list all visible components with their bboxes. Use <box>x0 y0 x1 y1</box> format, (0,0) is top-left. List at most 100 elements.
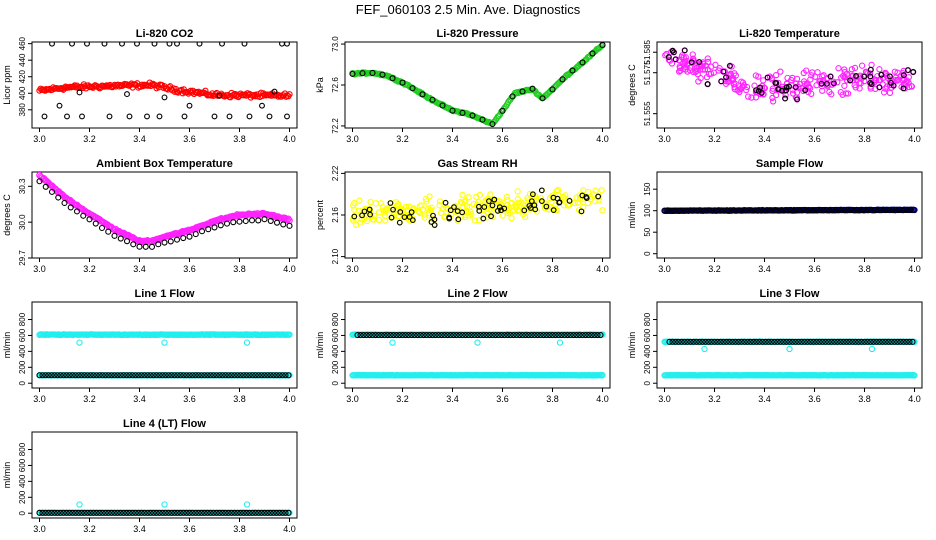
x-tick-label: 4.0 <box>908 394 921 404</box>
data-point <box>857 80 864 87</box>
data-point <box>772 91 780 99</box>
data-point <box>910 69 917 75</box>
data-point <box>226 113 233 120</box>
data-point <box>718 78 725 85</box>
data-point <box>795 338 802 345</box>
data-point <box>180 235 187 242</box>
data-point <box>716 65 723 72</box>
data-point <box>852 84 859 91</box>
data-point <box>66 509 73 516</box>
data-point <box>675 338 682 345</box>
data-point <box>790 207 797 214</box>
data-point <box>447 331 454 339</box>
plot-area <box>349 331 606 379</box>
data-point <box>219 509 226 516</box>
data-point <box>771 338 778 345</box>
data-point <box>717 338 724 345</box>
data-point <box>360 331 367 339</box>
data-point <box>718 207 725 214</box>
series-reference <box>349 42 606 128</box>
data-point <box>375 209 383 216</box>
data-point <box>861 73 868 80</box>
data-point <box>907 206 914 213</box>
y-tick-label: 200 <box>18 360 27 374</box>
data-point <box>162 509 169 516</box>
data-point <box>285 215 292 223</box>
data-point <box>204 509 211 516</box>
data-point <box>213 509 220 516</box>
data-point <box>442 199 449 206</box>
data-point <box>282 215 290 223</box>
data-point <box>242 217 249 225</box>
data-point <box>394 202 401 210</box>
data-point <box>706 207 713 214</box>
data-point <box>753 87 759 94</box>
data-point <box>540 331 547 339</box>
data-point <box>514 188 521 195</box>
data-point <box>186 102 193 109</box>
data-point <box>51 509 58 516</box>
data-point <box>92 220 99 227</box>
data-point <box>45 509 52 516</box>
data-point <box>451 204 457 210</box>
data-point <box>781 207 788 214</box>
data-point <box>504 201 511 209</box>
plot-area <box>36 42 293 120</box>
data-point <box>510 331 517 339</box>
data-point <box>801 338 808 345</box>
data-point <box>800 69 807 77</box>
data-point <box>835 207 842 214</box>
data-point <box>885 338 892 345</box>
data-point <box>243 509 250 516</box>
data-point <box>106 113 113 120</box>
data-point <box>558 331 565 339</box>
data-point <box>834 79 841 86</box>
data-point <box>390 206 396 213</box>
data-point <box>483 331 490 339</box>
y-tick-label: 600 <box>18 328 27 342</box>
data-point <box>736 207 743 214</box>
data-point <box>375 216 383 224</box>
data-point <box>49 42 55 47</box>
data-point <box>522 331 529 339</box>
data-point <box>174 42 180 47</box>
data-point <box>223 220 231 227</box>
data-point <box>75 509 82 516</box>
data-point <box>428 204 435 211</box>
data-point <box>742 207 749 214</box>
data-point <box>599 207 606 214</box>
data-point <box>841 68 848 76</box>
data-point <box>792 338 799 345</box>
y-tick-label: 800 <box>643 312 652 326</box>
data-point <box>205 226 212 233</box>
data-point <box>579 331 586 339</box>
data-point <box>818 80 825 87</box>
data-point <box>246 509 253 516</box>
y-tick-label: 200 <box>18 490 27 504</box>
data-point <box>471 217 479 224</box>
data-point <box>817 207 824 214</box>
chart-sample: Sample Flow ml/min 3.0 3.2 3.4 3.6 3.8 4.0 0 50 10… <box>627 158 923 274</box>
x-tick-label: 3.2 <box>83 264 96 274</box>
data-point <box>474 331 481 339</box>
data-point <box>243 372 250 379</box>
data-point <box>84 509 91 516</box>
data-point <box>126 113 133 120</box>
data-point <box>507 331 514 339</box>
data-point <box>138 81 145 88</box>
data-point <box>436 202 443 209</box>
x-tick-label: 3.6 <box>496 394 509 404</box>
data-point <box>775 207 782 214</box>
data-point <box>590 191 597 198</box>
data-point <box>704 81 711 87</box>
y-axis-label: ml/min <box>627 202 637 229</box>
data-point <box>858 338 865 345</box>
data-point <box>794 96 800 103</box>
data-point <box>388 214 395 221</box>
data-point <box>519 88 526 95</box>
page-title: FEF_060103 2.5 Min. Ave. Diagnostics <box>355 2 581 17</box>
data-point <box>181 113 188 120</box>
x-tick-label: 3.8 <box>858 264 871 274</box>
data-point <box>744 338 751 345</box>
x-tick-label: 4.0 <box>596 134 609 144</box>
